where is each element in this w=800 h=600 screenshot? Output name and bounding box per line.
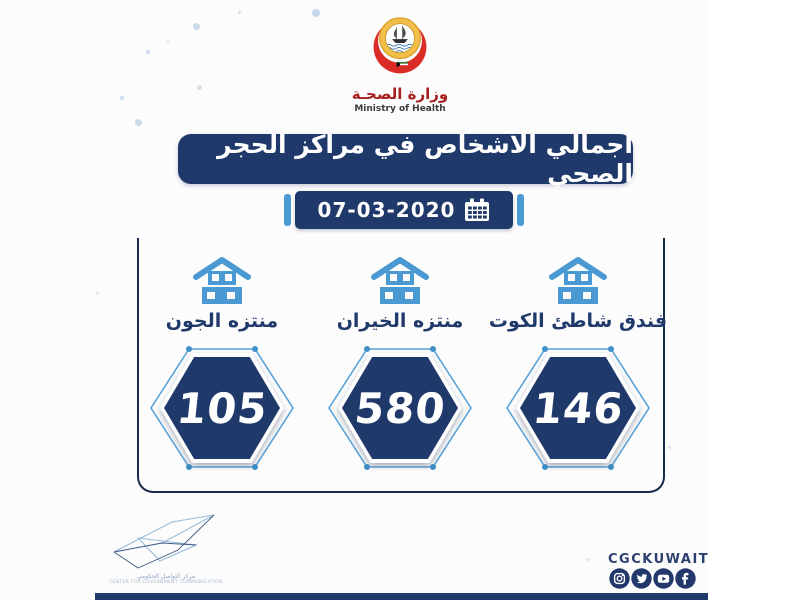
hexagon-outline-decoration — [328, 346, 472, 470]
ministry-name-arabic: وزارة الصحـة — [351, 85, 449, 103]
center-name: منتزه الخيران — [336, 310, 464, 332]
cards-frame — [137, 238, 665, 493]
ministry-name-english: Ministry of Health — [354, 103, 446, 114]
center-name: منتزه الجون — [165, 310, 279, 332]
kuwait-flag-icon — [396, 61, 409, 67]
count-hexagon: 146 — [503, 340, 653, 476]
occupancy-count: 105 — [174, 383, 270, 433]
decor-dot — [197, 85, 202, 90]
hexagon-outline-decoration — [150, 346, 294, 470]
occupancy-count: 580 — [352, 383, 448, 433]
decor-dot — [668, 446, 671, 449]
quarantine-center-card: فندق شاطئ الكوت 146 — [489, 256, 667, 476]
ministry-of-health-logo: وزارة الصحـة Ministry of Health — [338, 10, 462, 114]
date-banner: 07-03-2020 — [295, 191, 513, 229]
youtube-icon — [653, 568, 674, 589]
cgc-sails-icon — [113, 514, 215, 569]
social-icons-row — [609, 568, 696, 589]
decor-dot — [312, 9, 320, 17]
decor-dot — [586, 558, 589, 561]
date-accent-bar-right — [517, 194, 524, 226]
moh-crescent-emblem-icon — [373, 17, 427, 74]
decor-dot — [193, 23, 200, 30]
twitter-icon — [631, 568, 652, 589]
count-hexagon: 105 — [147, 340, 297, 476]
building-icon — [549, 257, 607, 304]
quarantine-center-card: منتزه الخيران 580 — [315, 256, 485, 476]
calendar-icon — [465, 198, 490, 221]
facebook-icon — [675, 568, 696, 589]
footer-bar — [95, 593, 708, 600]
building-icon — [371, 257, 429, 304]
watermark-title-arabic: مركز التواصل الحكومي — [136, 573, 196, 580]
date-accent-bar-left — [284, 194, 291, 226]
cgc-watermark-logo: مركز التواصل الحكومي CENTER FOR GOVERNME… — [98, 512, 234, 586]
quarantine-center-card: منتزه الجون 105 — [137, 256, 307, 476]
decor-dot — [96, 292, 99, 295]
decor-dot — [238, 11, 241, 14]
title-banner: اجمالي الاشخاص في مراكز الحجر الصحي — [178, 130, 633, 188]
decor-dot — [167, 40, 169, 42]
count-hexagon: 580 — [325, 340, 475, 476]
watermark-title-english: CENTER FOR GOVERNMENT COMMUNICATION — [109, 580, 223, 585]
report-date: 07-03-2020 — [317, 198, 456, 222]
building-icon — [193, 257, 251, 304]
instagram-icon — [609, 568, 630, 589]
decor-dot — [135, 119, 142, 126]
occupancy-count: 146 — [530, 383, 626, 433]
right-margin — [706, 0, 800, 600]
social-handle: CGCKUWAIT — [608, 552, 710, 567]
hexagon-outline-decoration — [506, 346, 650, 470]
decor-dot — [120, 96, 124, 100]
page-title: اجمالي الاشخاص في مراكز الحجر الصحي — [217, 130, 633, 188]
center-name: فندق شاطئ الكوت — [488, 310, 668, 332]
decor-dot — [146, 50, 150, 54]
